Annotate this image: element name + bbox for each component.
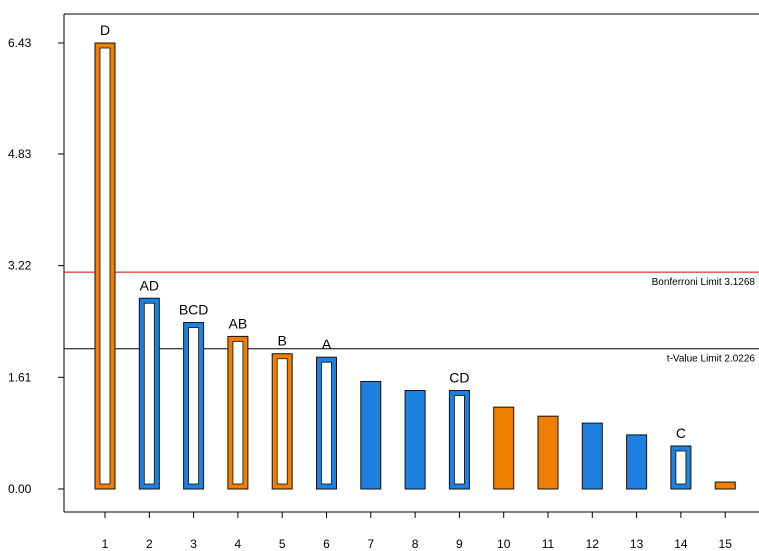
bar-inner — [232, 341, 244, 485]
bar-inner — [276, 358, 288, 485]
bar-effect-label: AD — [140, 277, 159, 293]
x-tick-label: 10 — [497, 537, 511, 551]
bar-effect-label: B — [278, 333, 287, 349]
x-tick-label: 4 — [235, 537, 242, 551]
y-tick-label: 0.00 — [8, 482, 32, 496]
x-tick-label: 9 — [456, 537, 463, 551]
x-tick-label: 14 — [674, 537, 688, 551]
x-tick-label: 8 — [412, 537, 419, 551]
bar — [714, 481, 736, 490]
bar — [581, 422, 603, 490]
bar-inner — [188, 327, 200, 485]
bar-inner — [675, 450, 687, 485]
bar — [404, 390, 426, 490]
plot-frame — [63, 13, 759, 513]
bar-effect-label: A — [322, 336, 332, 352]
x-tick-label: 11 — [542, 537, 555, 551]
bar — [537, 415, 559, 490]
x-tick-label: 3 — [190, 537, 197, 551]
y-tick-label: 4.83 — [8, 147, 32, 161]
bar-effect-label: CD — [449, 370, 469, 386]
x-tick-label: 2 — [146, 537, 153, 551]
x-tick-label: 1 — [102, 537, 109, 551]
y-axis-ticks: 0.00 1.61 3.22 4.83 6.43 — [8, 36, 64, 496]
y-tick-label: 1.61 — [8, 370, 32, 384]
y-tick-label: 6.43 — [8, 36, 32, 50]
y-tick-label: 3.22 — [8, 259, 32, 273]
bar — [626, 434, 648, 490]
x-axis-ticks: 1 2 3 4 5 6 7 8 9 10 11 12 13 14 15 — [102, 512, 733, 551]
bar — [493, 406, 515, 490]
bar-effect-label: AB — [229, 315, 248, 331]
bar-inner — [99, 47, 111, 485]
x-tick-label: 12 — [586, 537, 600, 551]
bar-inner — [321, 361, 332, 485]
x-tick-label: 13 — [630, 537, 644, 551]
bar-effect-label: D — [100, 22, 110, 38]
reference-line-label: t-Value Limit 2.0226 — [667, 354, 756, 365]
x-tick-label: 7 — [367, 537, 374, 551]
bar-effect-label: C — [676, 425, 686, 441]
bar-effect-label: BCD — [179, 302, 209, 318]
bar — [360, 380, 382, 490]
x-tick-label: 5 — [279, 537, 286, 551]
bar-effect-labels: D AD BCD AB B A CD C — [100, 22, 686, 441]
x-tick-label: 6 — [323, 537, 330, 551]
reference-lines: Bonferroni Limit 3.1268 t-Value Limit 2.0… — [64, 271, 759, 365]
bar-inner — [453, 395, 465, 485]
bars — [94, 42, 736, 490]
bar-inner — [143, 302, 155, 485]
x-tick-label: 15 — [719, 537, 733, 551]
reference-line-label: Bonferroni Limit 3.1268 — [652, 277, 756, 288]
